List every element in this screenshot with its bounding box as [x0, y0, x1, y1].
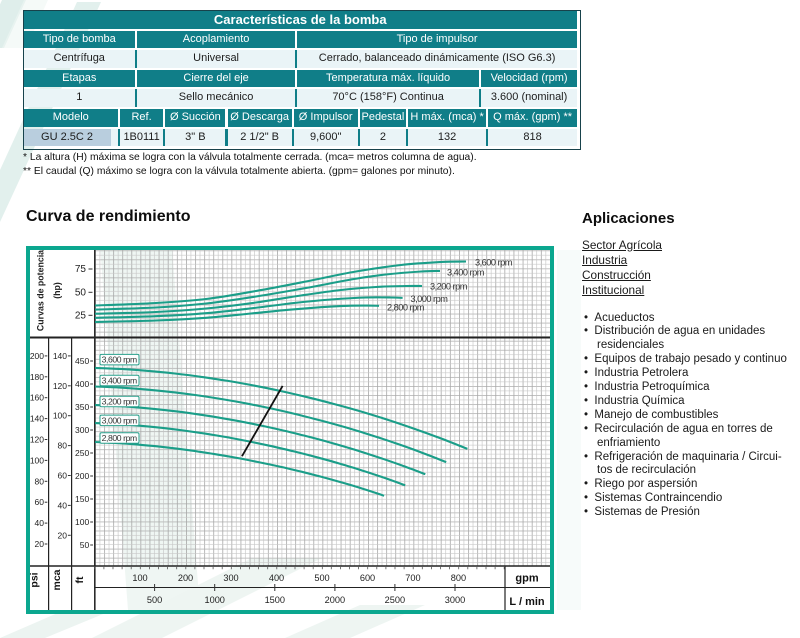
svg-text:2000: 2000: [325, 595, 345, 605]
svg-text:3,400 rpm: 3,400 rpm: [102, 376, 137, 386]
svg-text:3,000 rpm: 3,000 rpm: [102, 415, 137, 425]
svg-text:200: 200: [178, 573, 193, 583]
svg-text:75: 75: [75, 264, 87, 275]
svg-text:450: 450: [75, 356, 89, 366]
svg-text:120: 120: [30, 435, 44, 445]
svg-text:80: 80: [35, 476, 45, 486]
svg-text:250: 250: [75, 448, 89, 458]
svg-text:160: 160: [30, 393, 44, 403]
svg-text:gpm: gpm: [515, 573, 538, 585]
svg-text:3,600 rpm: 3,600 rpm: [475, 258, 513, 268]
svg-text:1000: 1000: [204, 595, 224, 605]
svg-text:400: 400: [75, 379, 89, 389]
svg-text:700: 700: [405, 573, 420, 583]
svg-text:3,400 rpm: 3,400 rpm: [447, 267, 485, 277]
svg-text:50: 50: [75, 288, 87, 299]
svg-text:200: 200: [30, 351, 44, 361]
svg-text:psi: psi: [29, 572, 41, 587]
svg-text:mca: mca: [51, 569, 63, 590]
svg-text:150: 150: [75, 494, 89, 504]
svg-text:400: 400: [269, 573, 284, 583]
svg-text:Curvas de potencia: Curvas de potencia: [36, 250, 46, 331]
svg-text:120: 120: [53, 381, 67, 391]
svg-text:2,800 rpm: 2,800 rpm: [102, 433, 137, 443]
svg-text:2,800 rpm: 2,800 rpm: [387, 303, 425, 313]
svg-text:300: 300: [75, 425, 89, 435]
svg-text:100: 100: [75, 517, 89, 527]
svg-text:600: 600: [360, 573, 375, 583]
svg-text:20: 20: [58, 530, 68, 540]
svg-text:1500: 1500: [265, 595, 285, 605]
svg-text:800: 800: [451, 573, 466, 583]
svg-text:25: 25: [75, 311, 87, 322]
svg-text:3000: 3000: [445, 595, 465, 605]
svg-text:80: 80: [58, 441, 68, 451]
svg-text:2500: 2500: [385, 595, 405, 605]
svg-text:3,200 rpm: 3,200 rpm: [430, 282, 468, 292]
svg-text:140: 140: [53, 351, 67, 361]
svg-text:L / min: L / min: [509, 596, 545, 608]
svg-text:300: 300: [223, 573, 238, 583]
svg-text:60: 60: [58, 471, 68, 481]
svg-text:60: 60: [35, 497, 45, 507]
svg-text:500: 500: [314, 573, 329, 583]
svg-text:140: 140: [30, 414, 44, 424]
svg-text:3,200 rpm: 3,200 rpm: [102, 397, 137, 407]
svg-text:(hp): (hp): [52, 282, 62, 299]
svg-text:40: 40: [35, 518, 45, 528]
svg-text:3,000 rpm: 3,000 rpm: [411, 294, 449, 304]
svg-text:350: 350: [75, 402, 89, 412]
svg-text:100: 100: [53, 411, 67, 421]
svg-text:180: 180: [30, 372, 44, 382]
svg-text:100: 100: [132, 573, 147, 583]
svg-text:500: 500: [147, 595, 162, 605]
svg-text:3,600 rpm: 3,600 rpm: [102, 355, 137, 365]
svg-text:100: 100: [30, 455, 44, 465]
svg-text:40: 40: [58, 500, 68, 510]
svg-text:200: 200: [75, 471, 89, 481]
svg-text:20: 20: [35, 539, 45, 549]
svg-text:50: 50: [80, 540, 90, 550]
svg-text:ft: ft: [74, 576, 86, 583]
